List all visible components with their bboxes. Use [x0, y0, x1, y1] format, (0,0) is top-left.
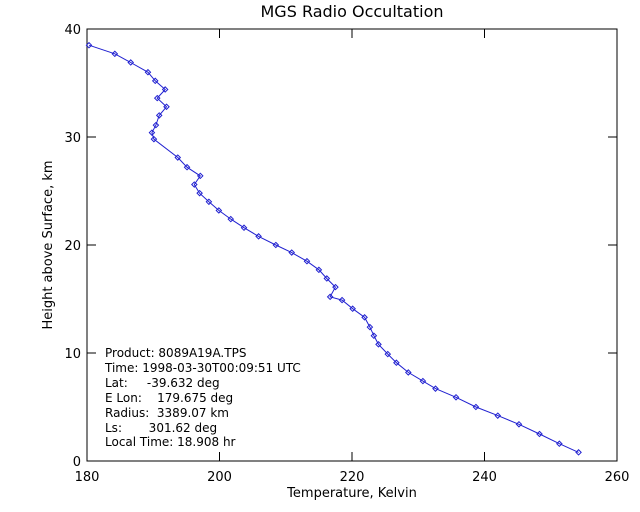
data-point-marker [515, 420, 523, 428]
data-point-marker [575, 449, 582, 456]
data-point-marker [152, 121, 160, 129]
x-tick-label: 240 [472, 470, 497, 485]
data-point-marker [191, 181, 198, 188]
info-lat: Lat: -39.632 deg [105, 376, 220, 390]
data-point-marker [155, 112, 163, 119]
data-point-marker [332, 283, 339, 291]
series-group [85, 41, 582, 456]
data-point-marker [405, 369, 412, 376]
data-point-marker [370, 332, 378, 340]
data-point-marker [366, 323, 374, 331]
data-point-marker [419, 377, 427, 385]
data-point-marker [153, 94, 161, 102]
data-point-marker [326, 293, 334, 301]
info-elon: E Lon: 179.675 deg [105, 391, 233, 405]
data-point-marker [472, 403, 480, 411]
y-tick-label: 10 [64, 347, 81, 362]
info-time: Time: 1998-03-30T00:09:51 UTC [104, 361, 301, 375]
data-point-marker [161, 86, 169, 93]
info-product: Product: 8089A19A.TPS [105, 346, 246, 360]
info-ls: Ls: 301.62 deg [105, 421, 217, 435]
x-tick-label: 220 [340, 470, 365, 485]
y-tick-label: 20 [64, 239, 81, 254]
data-point-marker [174, 154, 182, 161]
x-tick-label: 200 [207, 470, 232, 485]
y-tick-label: 0 [73, 455, 81, 470]
data-point-marker [536, 430, 543, 438]
data-point-marker [556, 440, 563, 448]
info-local-time: Local Time: 18.908 hr [105, 435, 236, 449]
x-tick-label: 180 [75, 470, 100, 485]
data-point-marker [315, 266, 323, 274]
chart-title: MGS Radio Occultation [261, 2, 444, 21]
data-point-marker [393, 359, 400, 367]
axis-tick-labels: 180 200 220 240 260 0 10 20 30 40 [64, 23, 629, 485]
data-point-marker [288, 249, 296, 256]
data-point-marker [375, 341, 382, 348]
data-point-marker [144, 68, 152, 76]
data-point-marker [384, 350, 392, 358]
data-point-marker [127, 59, 135, 66]
data-point-marker [303, 257, 311, 265]
info-annotation: Product: 8089A19A.TPS Time: 1998-03-30T0… [104, 346, 301, 449]
data-point-marker [240, 224, 248, 232]
axis-ticks [86, 28, 618, 462]
data-point-marker [215, 207, 223, 214]
data-point-marker [163, 103, 170, 111]
data-point-marker [494, 412, 502, 419]
info-radius: Radius: 3389.07 km [105, 406, 229, 420]
data-point-marker [255, 233, 262, 240]
data-point-marker [361, 314, 368, 321]
data-point-marker [151, 77, 159, 85]
data-point-marker [452, 393, 460, 401]
data-point-marker [272, 241, 280, 249]
data-point-marker [150, 135, 158, 143]
data-point-marker [227, 215, 235, 223]
data-point-marker [196, 172, 204, 180]
series-line [88, 44, 579, 453]
data-point-marker [85, 41, 93, 49]
data-point-marker [432, 385, 439, 392]
data-point-marker [196, 189, 203, 197]
data-point-marker [349, 305, 356, 313]
y-axis-label: Height above Surface, km [41, 160, 56, 329]
data-point-marker [323, 275, 331, 282]
data-point-marker [205, 198, 213, 206]
data-point-marker [183, 163, 191, 171]
y-tick-label: 40 [64, 23, 81, 38]
data-point-marker [111, 50, 119, 58]
data-point-marker [338, 296, 346, 304]
data-point-marker [148, 129, 156, 136]
x-tick-label: 260 [605, 470, 630, 485]
x-axis-label: Temperature, Kelvin [286, 486, 417, 501]
y-tick-label: 30 [64, 131, 81, 146]
